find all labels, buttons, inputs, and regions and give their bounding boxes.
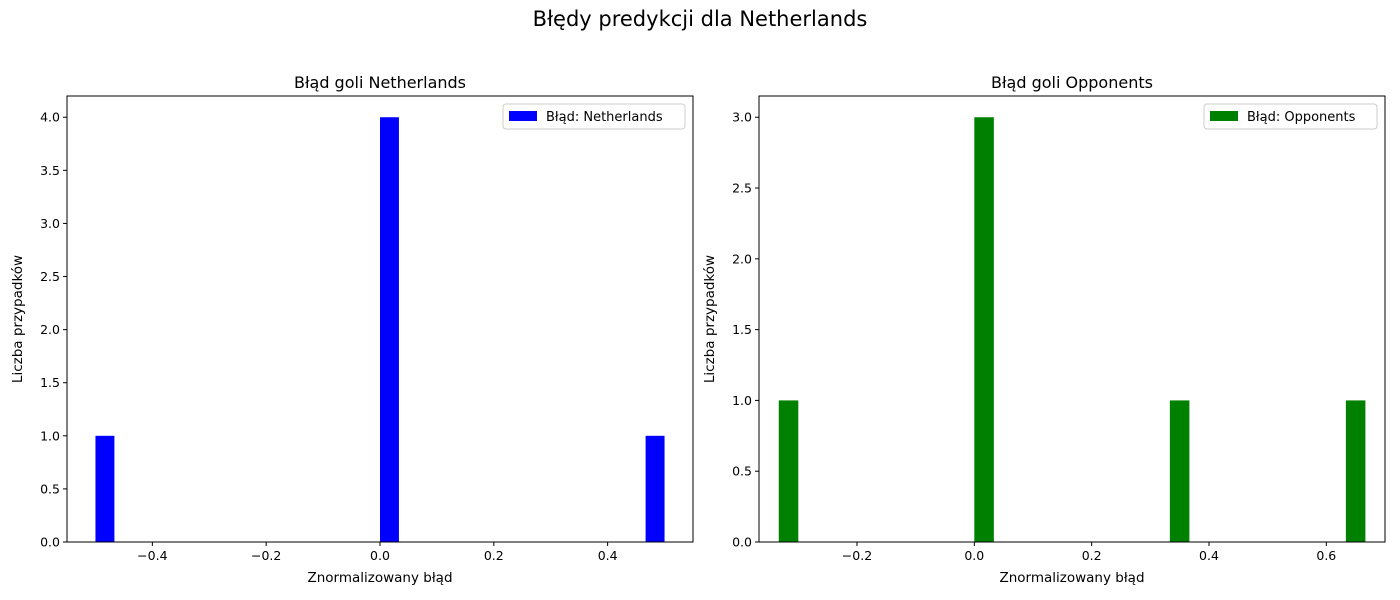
chart2-ytick-label: 2.5	[732, 181, 752, 196]
chart2-xtick-label: 0.6	[1316, 548, 1336, 563]
chart1-ytick-label: 0.0	[40, 535, 60, 550]
chart1-xtick-label: −0.4	[137, 548, 167, 563]
chart1-ytick-label: 4.0	[40, 110, 60, 125]
chart1-xlabel: Znormalizowany błąd	[307, 570, 452, 586]
chart1-legend-swatch	[509, 111, 537, 121]
chart1-xtick-label: 0.0	[370, 548, 390, 563]
chart1-ytick-label: 2.5	[40, 269, 60, 284]
chart1-xtick-label: 0.4	[598, 548, 618, 563]
chart1-xtick-label: −0.2	[251, 548, 281, 563]
chart2-legend	[1203, 103, 1378, 130]
chart2-xlabel: Znormalizowany błąd	[999, 570, 1144, 586]
chart1-ytick-label: 0.5	[40, 481, 60, 496]
chart1-bar-2	[380, 117, 399, 542]
chart2-ytick-label: 0.0	[732, 535, 752, 550]
chart1-legend	[502, 103, 686, 130]
figure-suptitle: Błędy predykcji dla Netherlands	[532, 7, 868, 31]
chart1-legend-label: Błąd: Netherlands	[546, 110, 663, 125]
chart1-ytick-label: 3.5	[40, 163, 60, 178]
chart2-axes-frame	[758, 95, 1386, 543]
chart1-ytick-label: 2.0	[40, 322, 60, 337]
chart1-ylabel: Liczba przypadków	[10, 255, 26, 383]
chart1-title: Błąd goli Netherlands	[294, 73, 466, 92]
chart1-bar-1	[95, 435, 115, 542]
chart2-bar-3	[1169, 400, 1190, 542]
chart2-ytick-label: 0.5	[732, 464, 752, 479]
chart2-ytick-label: 1.0	[732, 393, 752, 408]
chart2-legend-label: Błąd: Opponents	[1247, 110, 1356, 125]
chart1-bar-3	[645, 435, 665, 542]
chart1-xtick-label: 0.2	[484, 548, 504, 563]
chart2-xtick-label: −0.2	[842, 548, 872, 563]
chart2-bar-2	[974, 117, 994, 542]
chart2-bar-4	[1345, 400, 1366, 542]
chart2-bar-1	[778, 400, 799, 542]
chart2-ytick-label: 3.0	[732, 110, 752, 125]
chart2-legend-swatch	[1210, 111, 1238, 121]
chart2-xtick-label: 0.0	[964, 548, 984, 563]
chart2-xtick-label: 0.2	[1082, 548, 1102, 563]
chart2-ytick-label: 1.5	[732, 322, 752, 337]
chart2-title: Błąd goli Opponents	[991, 73, 1153, 92]
chart1-ytick-label: 1.0	[40, 428, 60, 443]
chart1-ytick-label: 3.0	[40, 216, 60, 231]
chart2-xtick-label: 0.4	[1199, 548, 1219, 563]
chart2-ytick-label: 2.0	[732, 251, 752, 266]
chart1-ytick-label: 1.5	[40, 375, 60, 390]
chart2-ylabel: Liczba przypadków	[702, 255, 718, 383]
